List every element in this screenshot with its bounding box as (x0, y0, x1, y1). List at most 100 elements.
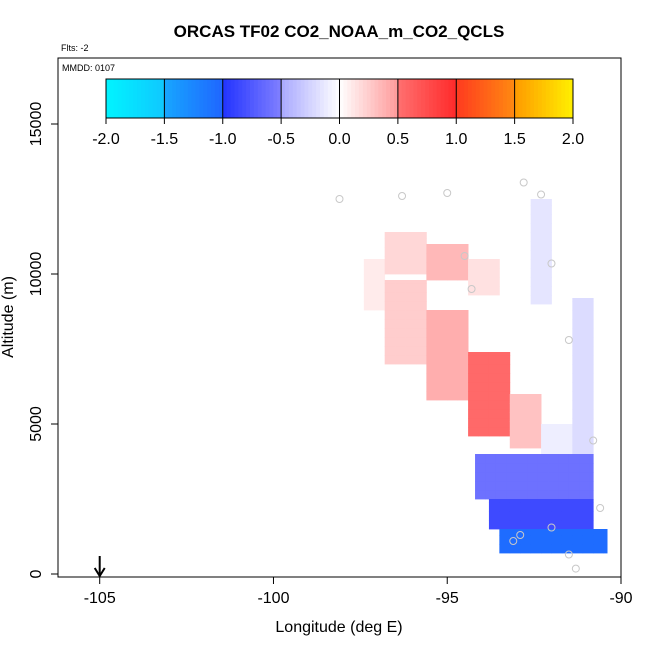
heatmap-cell (541, 424, 552, 434)
heatmap-cell (478, 427, 490, 437)
colorbar-swatch (339, 79, 344, 118)
heatmap-cell (561, 511, 573, 521)
heatmap-cell (499, 529, 511, 536)
heatmap-cell (374, 265, 386, 275)
heatmap-cell (582, 445, 594, 455)
colorbar-tick-label: -0.5 (267, 131, 295, 148)
heatmap-cell (589, 463, 594, 473)
heatmap-cell (551, 499, 563, 503)
colorbar-swatch (510, 79, 516, 118)
colorbar-swatch (386, 79, 391, 118)
heatmap-cell (475, 472, 486, 482)
heatmap-cell (488, 277, 500, 287)
heatmap-cell (405, 280, 417, 284)
sample-points (335, 178, 605, 573)
heatmap-cell (530, 430, 542, 440)
heatmap-cell (530, 511, 542, 521)
colorbar-tick-label: -1.5 (151, 131, 179, 148)
colorbar-swatch (179, 79, 185, 118)
heatmap-cell (447, 310, 459, 320)
colorbar-swatch (366, 79, 372, 118)
heatmap-cell (579, 463, 591, 473)
heatmap-cell (395, 232, 406, 239)
heatmap-cell (468, 352, 479, 356)
heatmap-cell (520, 544, 532, 554)
heatmap-cell (541, 259, 552, 269)
heatmap-cell (415, 280, 427, 284)
heatmap-cell (468, 409, 479, 419)
heatmap-cell (495, 463, 507, 473)
colorbar-swatch (133, 79, 138, 118)
colorbar-swatch (456, 79, 461, 118)
y-axis: 0 5000 10000 15000 (28, 102, 58, 578)
heatmap-cell (478, 364, 490, 374)
heatmap-cell (405, 232, 417, 239)
colorbar-swatch (514, 79, 520, 118)
heatmap-cell (395, 319, 406, 329)
colorbar-swatch (545, 79, 551, 118)
heatmap-cell (395, 301, 406, 311)
heatmap-cell (447, 328, 459, 338)
heatmap-cell (589, 454, 594, 464)
heatmap-cell (537, 472, 549, 482)
colorbar-swatch (320, 79, 325, 118)
heatmap-cell (530, 535, 542, 545)
heatmap-cell (572, 346, 584, 356)
heatmap-cell (572, 499, 584, 503)
heatmap-cell (582, 529, 594, 536)
heatmap-cell (384, 283, 396, 293)
heatmap-cell (499, 364, 511, 374)
colorbar-swatch (506, 79, 512, 118)
heatmap-cell (572, 301, 584, 311)
heatmap-cell (488, 499, 500, 503)
heatmap-cell (384, 232, 396, 239)
heatmap-cell (582, 301, 594, 311)
heatmap-cell (530, 223, 542, 233)
heatmap-cell (395, 256, 406, 266)
heatmap-cell (488, 427, 500, 437)
heatmap-cell (572, 364, 584, 374)
heatmap-cell (516, 481, 528, 491)
heatmap-cell (548, 472, 559, 482)
colorbar-swatch (203, 79, 208, 118)
heatmap-cell (551, 511, 563, 521)
colorbar-tick-label: 2.0 (562, 131, 584, 148)
heatmap-cell (478, 259, 490, 269)
heatmap-cell (488, 355, 500, 365)
heatmap-cell (582, 535, 594, 545)
heatmap-cell (478, 418, 490, 428)
colorbar-swatch (452, 79, 457, 118)
colorbar-swatch (518, 79, 523, 118)
colorbar-swatch (483, 79, 488, 118)
colorbar-swatch (502, 79, 508, 118)
heatmap-cell (506, 463, 518, 473)
heatmap-cell (415, 232, 427, 239)
colorbar-swatch (249, 79, 255, 118)
colorbar-swatch (137, 79, 142, 118)
colorbar-swatch (253, 79, 259, 118)
heatmap-cell (478, 352, 490, 356)
heatmap-cell (395, 280, 406, 284)
colorbar-swatch (183, 79, 189, 118)
colorbar-swatch (491, 79, 496, 118)
heatmap-cell (426, 319, 438, 329)
colorbar-swatch (312, 79, 317, 118)
heatmap-cell (582, 520, 594, 530)
heatmap-cell (603, 535, 608, 545)
x-axis: -105 -100 -95 -90 (84, 577, 633, 607)
colorbar-swatch (355, 79, 360, 118)
colorbar-tick-label: 0.0 (328, 131, 350, 148)
heatmap-cell (426, 271, 438, 281)
heatmap-cell (509, 403, 521, 413)
colorbar-swatch (409, 79, 414, 118)
colorbar-swatch (292, 79, 298, 118)
sample-point (596, 504, 605, 512)
colorbar-tick-label: -1.0 (209, 131, 237, 148)
colorbar-swatch (121, 79, 126, 118)
colorbar-swatch (296, 79, 302, 118)
colorbar-swatch (378, 79, 383, 118)
colorbar-swatch (479, 79, 484, 118)
heatmap-cell (384, 355, 396, 365)
heatmap-cell (488, 373, 500, 383)
heatmap-cell (363, 265, 375, 275)
